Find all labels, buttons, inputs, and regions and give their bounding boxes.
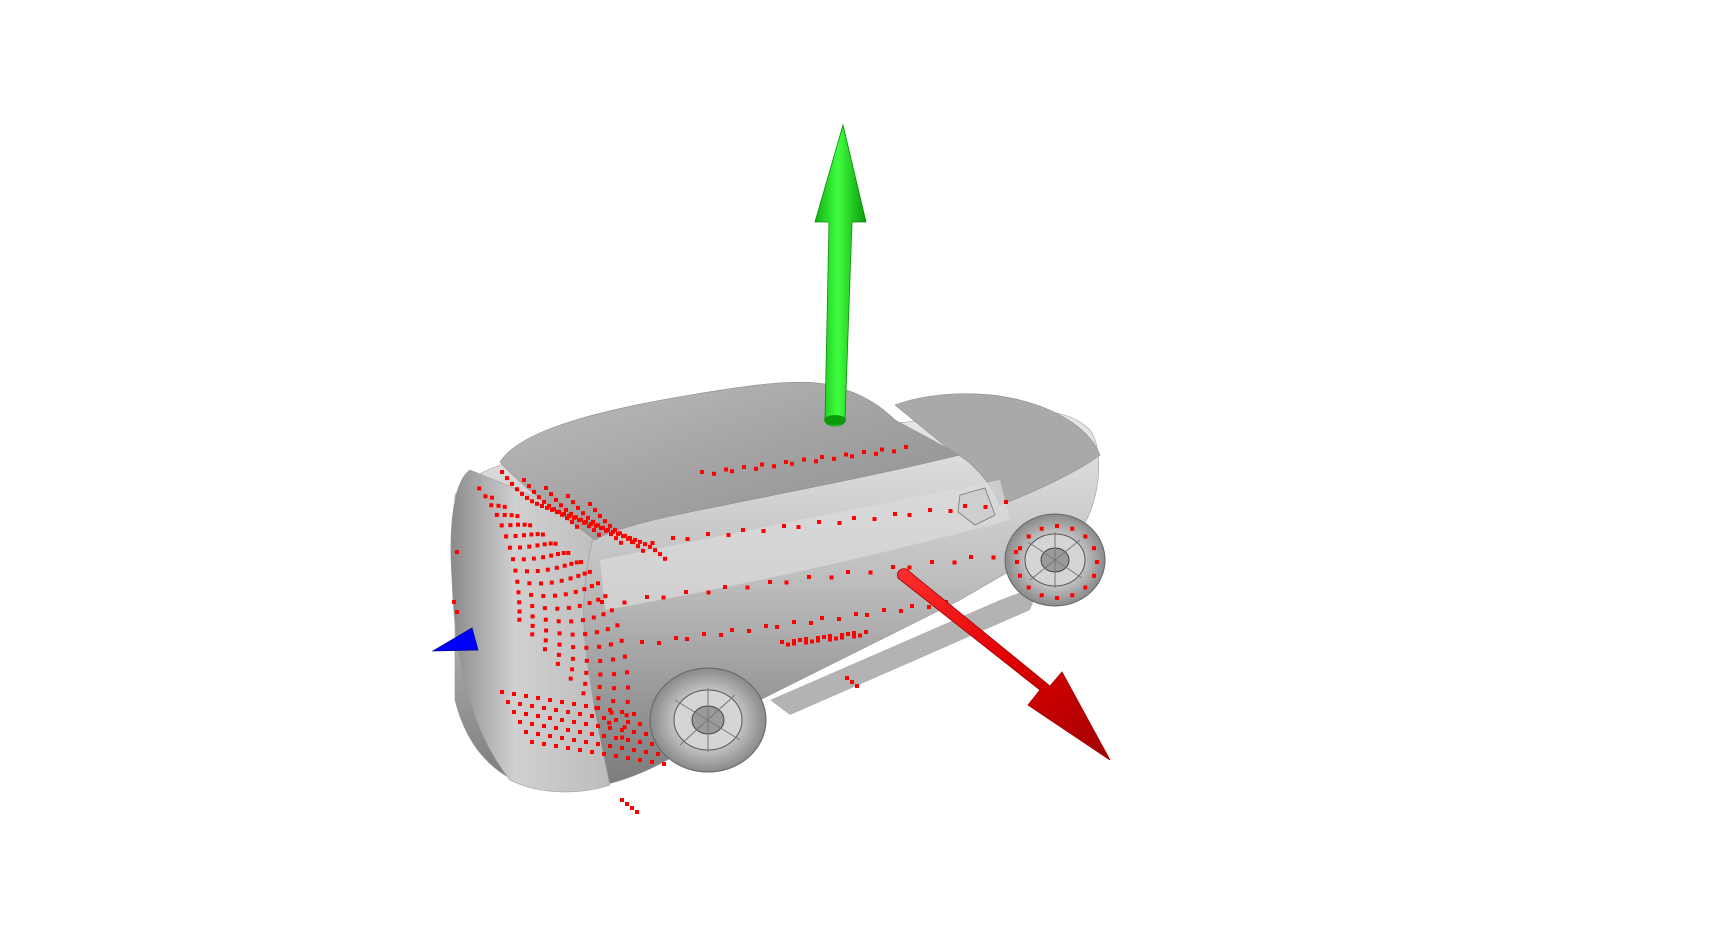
blue-arrow-icon — [431, 627, 479, 652]
car-side-highlight — [600, 480, 1010, 610]
y-axis-arrow[interactable] — [814, 123, 867, 427]
car-skirt — [770, 585, 1040, 715]
car-model[interactable] — [450, 381, 1106, 793]
green-arrow-icon — [814, 123, 867, 427]
point-cloud — [452, 445, 1099, 814]
wheel-rear — [649, 667, 767, 773]
x-axis-arrow[interactable] — [897, 568, 1111, 761]
red-arrow-icon — [897, 568, 1111, 761]
side-mirror — [957, 487, 996, 526]
z-axis-arrow[interactable] — [431, 627, 479, 652]
